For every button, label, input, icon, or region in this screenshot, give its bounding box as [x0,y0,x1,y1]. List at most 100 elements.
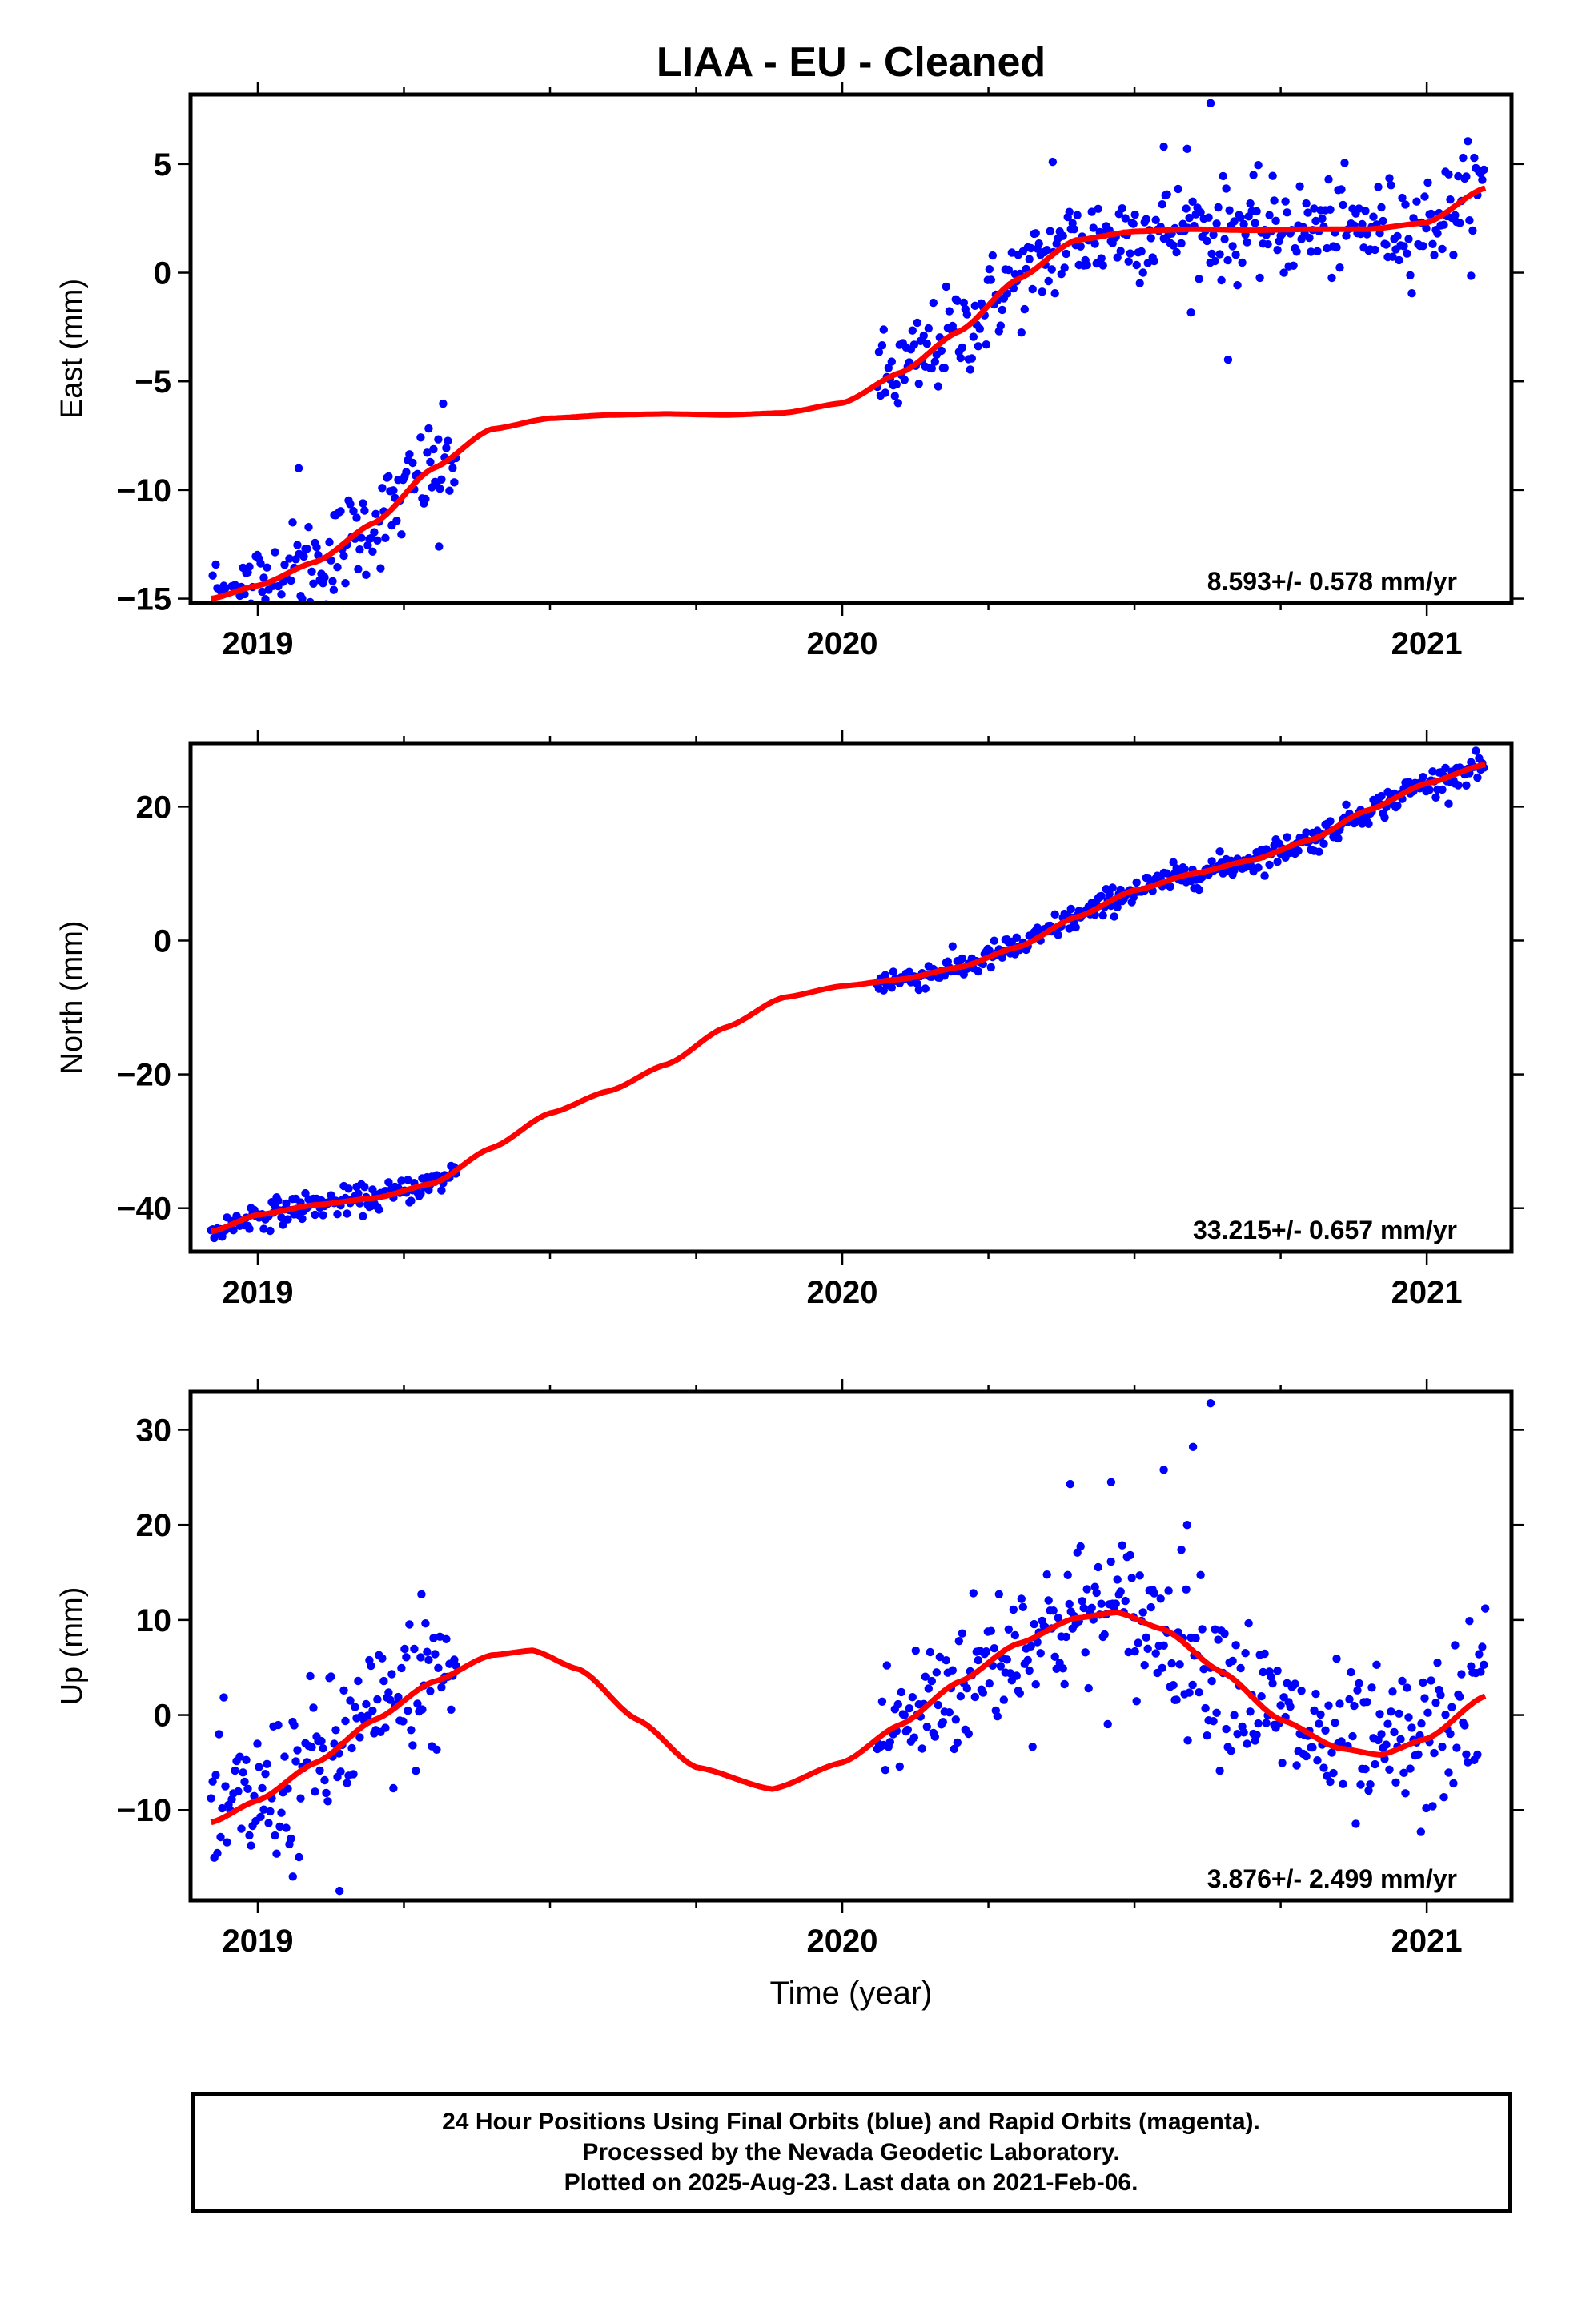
up-data-point [1106,1478,1116,1486]
up-data-point [1203,1731,1211,1740]
up-data-point [431,1650,440,1659]
north-data-point [1110,912,1118,921]
east-data-point [1307,247,1315,256]
east-data-point [1177,239,1186,248]
up-data-point [1353,1686,1362,1695]
east-data-point [370,528,379,537]
up-data-point [1073,1548,1082,1557]
east-data-point [1323,243,1331,253]
north-data-point [1132,878,1141,887]
east-data-point [1412,197,1421,206]
up-y-axis-label: Up (mm) [55,1587,89,1706]
up-data-point [951,1715,961,1724]
up-data-point [1420,1694,1429,1703]
east-data-point [1220,235,1229,243]
up-data-point [1159,1466,1168,1474]
east-data-point [1456,219,1464,227]
up-data-point [408,1741,417,1750]
up-data-point [1018,1602,1028,1612]
east-data-point [1255,273,1264,283]
east-data-point [1223,255,1232,265]
east-data-point [1215,250,1224,259]
up-data-point [1391,1778,1400,1787]
east-data-point [1340,159,1349,167]
north-data-point [1012,933,1022,943]
east-data-point [922,339,932,348]
up-data-point [1313,1756,1322,1765]
east-data-point [1038,287,1046,296]
up-data-point [1335,1699,1344,1708]
up-data-point [1475,1650,1484,1659]
east-data-point [1233,281,1242,290]
east-data-point [1118,204,1126,213]
east-data-point [1219,171,1227,181]
up-data-point [1233,1730,1242,1739]
east-data-point [1427,209,1435,219]
east-data-point [320,573,329,582]
up-data-point [282,1823,291,1832]
up-data-point [935,1652,945,1662]
up-data-point [1212,1708,1221,1717]
east-data-point [1302,199,1311,208]
up-data-point [280,1752,289,1761]
up-data-point [215,1730,223,1739]
up-data-point [1436,1691,1445,1699]
up-data-point [1159,1641,1168,1650]
east-data-point [1335,263,1344,272]
chart-title: LIAA - EU - Cleaned [656,39,1046,86]
north-data-point [948,942,958,951]
east-frame [188,92,1514,605]
north-data-point [1108,883,1117,892]
up-data-point [418,1705,427,1714]
up-panel: 2019 2020 2021 −10 0 10 20 30 Up (mm) 3.876+/- 2.… [55,1379,1524,1959]
up-data-point [1273,1667,1282,1675]
east-data-point [1057,270,1066,279]
up-data-point [1066,1479,1074,1489]
east-data-point [1263,239,1272,249]
up-data-point [1175,1660,1184,1669]
up-data-point [221,1782,230,1791]
east-data-point [1065,207,1074,216]
east-data-point [384,472,393,481]
north-data-point [1254,863,1263,872]
east-data-point [945,307,954,316]
north-data-point [282,1199,291,1208]
up-data-point [922,1723,932,1731]
north-data-point [1097,891,1106,901]
east-data-point [1270,196,1279,205]
up-data-point [1172,1695,1181,1704]
up-data-point [1167,1659,1176,1668]
up-data-point [1092,1588,1101,1598]
east-data-point [1326,205,1335,214]
north-data-point [384,1178,393,1187]
east-data-point [1404,235,1413,243]
east-data-point [1254,161,1263,170]
up-data-point [1207,1676,1216,1686]
east-data-point [1292,247,1301,256]
east-data-point [892,380,901,389]
up-data-point [1215,1767,1224,1775]
up-data-point [317,1736,326,1746]
east-data-point [959,298,969,308]
up-data-points [207,1399,1490,1896]
east-data-point [1196,208,1205,217]
east-data-point [982,340,991,349]
east-data-point [1438,244,1447,254]
up-data-point [938,1718,948,1727]
up-data-point [1209,1717,1218,1726]
up-data-point [355,1733,364,1742]
east-data-point [1265,211,1274,219]
east-data-point [1186,308,1195,317]
east-data-point [1211,256,1219,266]
east-data-point [1371,245,1379,255]
east-data-point [1468,226,1477,235]
east-data-point [1324,175,1333,184]
up-data-point [410,1644,419,1654]
up-data-point [1012,1671,1022,1680]
east-data-point [1017,328,1026,337]
east-data-point [887,357,897,366]
up-data-point [1060,1679,1069,1689]
up-data-point [1297,1687,1306,1695]
east-data-point [352,513,361,522]
up-data-point [1182,1585,1191,1594]
